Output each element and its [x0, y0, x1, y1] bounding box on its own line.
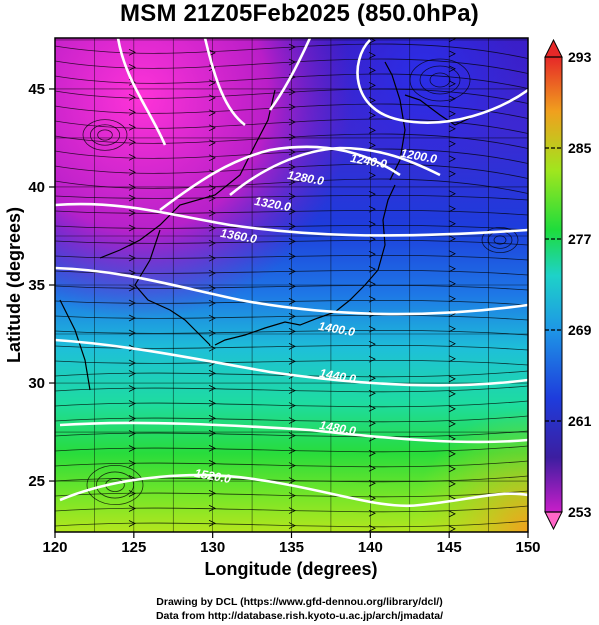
latitude-tick-label: 40 — [28, 179, 45, 196]
map-grid — [55, 38, 528, 532]
colorbar-tick-label: 277 — [568, 231, 592, 247]
colorbar-tick-label: 253 — [568, 504, 592, 520]
latitude-tick-label: 45 — [28, 81, 45, 98]
longitude-tick-label: 125 — [121, 539, 146, 556]
contour-label: 1440.0 — [318, 366, 357, 386]
colorbar-tick-label: 269 — [568, 322, 592, 338]
colorbar-tick-label: 285 — [568, 140, 592, 156]
wind-streamlines — [55, 38, 528, 532]
colorbar-top-triangle — [544, 38, 563, 58]
contour-labels: 1200.0 1240.0 1280.0 1320.0 1360.0 1400.0 1440… — [193, 146, 438, 486]
contour-label: 1400.0 — [317, 319, 356, 339]
height-contours — [55, 38, 528, 508]
longitude-tick-label: 130 — [200, 539, 225, 556]
contour-label: 1200.0 — [399, 146, 438, 166]
longitude-tick-label: 145 — [437, 539, 462, 556]
colorbar-tick-label: 261 — [568, 413, 592, 429]
map-title: MSM 21Z05Feb2025 (850.0hPa) — [120, 0, 479, 27]
colorbar: 293 285 277 269 261 253 — [544, 38, 592, 531]
longitude-tick-label: 150 — [515, 539, 540, 556]
latitude-tick-label: 25 — [28, 473, 45, 490]
x-axis-title: Longitude (degrees) — [204, 559, 377, 579]
latitude-ticks: 25 30 35 40 45 — [28, 81, 55, 490]
colorbar-bottom-triangle — [544, 511, 563, 531]
contour-label: 1280.0 — [286, 168, 325, 188]
contour-label: 1320.0 — [253, 194, 292, 214]
contour-label: 1520.0 — [193, 466, 232, 486]
contour-label: 1240.0 — [349, 151, 388, 171]
longitude-tick-label: 140 — [358, 539, 383, 556]
colorbar-tick-label: 293 — [568, 49, 592, 65]
footer-credit-data: Data from http://database.rish.kyoto-u.a… — [155, 610, 444, 622]
longitude-ticks: 120 125 130 135 140 145 150 — [42, 532, 541, 556]
longitude-tick-label: 135 — [279, 539, 304, 556]
latitude-tick-label: 35 — [28, 277, 45, 294]
longitude-tick-label: 120 — [42, 539, 67, 556]
contour-label: 1360.0 — [219, 226, 258, 246]
footer-credit-drawing: Drawing by DCL (https://www.gfd-dennou.o… — [156, 596, 443, 608]
temperature-field: 1200.0 1240.0 1280.0 1320.0 1360.0 1400.0 1440… — [55, 38, 528, 532]
contour-label: 1480.0 — [318, 418, 357, 438]
latitude-tick-label: 30 — [28, 375, 45, 392]
y-axis-title: Latitude (degrees) — [4, 207, 24, 363]
